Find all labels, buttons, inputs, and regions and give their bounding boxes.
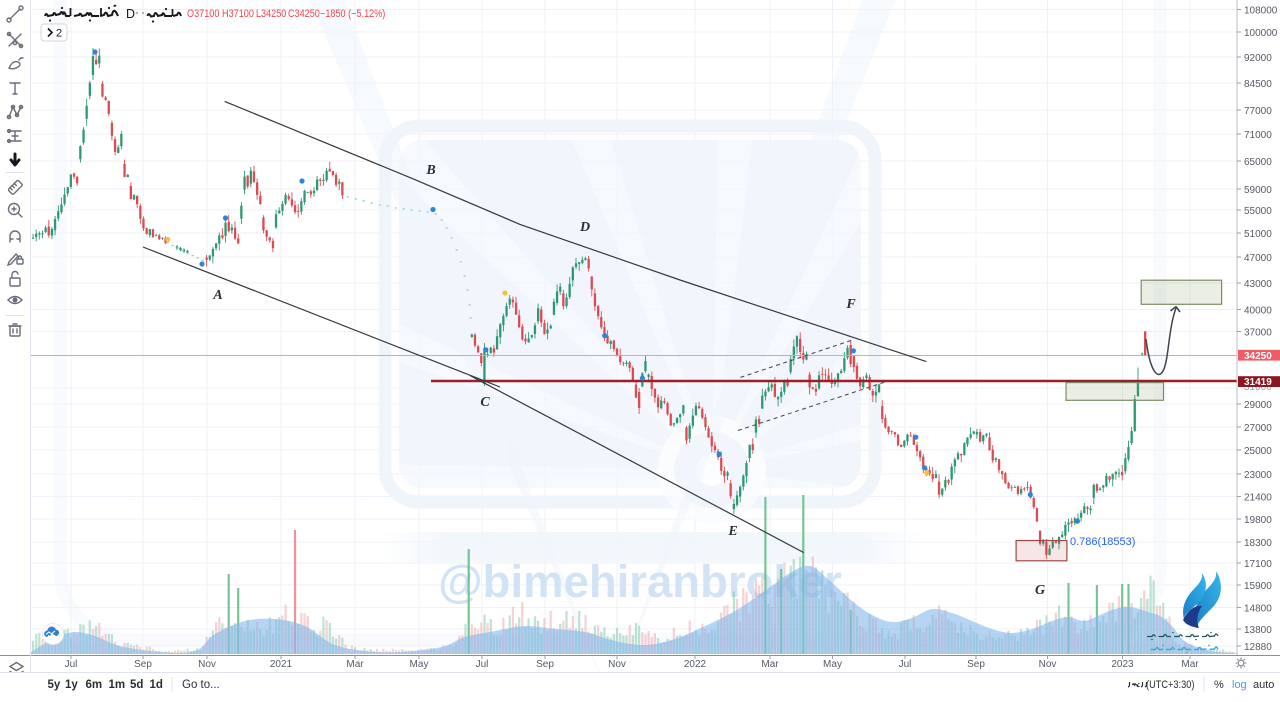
svg-text:A: A: [212, 288, 222, 303]
svg-text:C: C: [480, 395, 490, 410]
svg-text:Nov: Nov: [608, 659, 626, 670]
svg-text:B: B: [425, 163, 435, 178]
svg-text:Nov: Nov: [1039, 659, 1057, 670]
svg-text:Jul: Jul: [65, 659, 78, 670]
svg-text:Jul: Jul: [899, 659, 912, 670]
svg-text:77000: 77000: [1244, 106, 1272, 117]
svg-text:2022: 2022: [684, 659, 707, 670]
svg-text:(UTC+3:30): (UTC+3:30): [1146, 679, 1194, 691]
svg-text:1m: 1m: [109, 679, 126, 691]
svg-text:Nov: Nov: [198, 659, 216, 670]
svg-text:Sep: Sep: [536, 659, 554, 670]
svg-text:31000: 31000: [1244, 382, 1272, 393]
svg-text:84500: 84500: [1244, 79, 1272, 90]
svg-text:May: May: [410, 659, 429, 670]
svg-text:G: G: [1035, 583, 1045, 598]
svg-text:5d: 5d: [130, 679, 143, 691]
svg-text:108000: 108000: [1244, 6, 1278, 17]
svg-text:C34250: C34250: [288, 8, 320, 20]
svg-text:40000: 40000: [1244, 306, 1272, 317]
svg-text:47000: 47000: [1244, 253, 1272, 264]
svg-text:−1850 (−5.12%): −1850 (−5.12%): [320, 8, 385, 20]
svg-text:H37100: H37100: [222, 8, 254, 20]
svg-text:55000: 55000: [1244, 206, 1272, 217]
svg-text:Jul: Jul: [476, 659, 489, 670]
svg-text:59000: 59000: [1244, 185, 1272, 196]
svg-text:25000: 25000: [1244, 446, 1272, 457]
svg-text:2: 2: [56, 28, 62, 40]
svg-text:29000: 29000: [1244, 400, 1272, 411]
svg-text:F: F: [845, 297, 856, 312]
svg-text:0.786(18553): 0.786(18553): [1070, 536, 1135, 548]
svg-text:%: %: [1214, 679, 1224, 691]
svg-text:auto: auto: [1253, 679, 1274, 691]
svg-text:21400: 21400: [1244, 493, 1272, 504]
svg-text:43000: 43000: [1244, 279, 1272, 290]
svg-text:18300: 18300: [1244, 538, 1272, 549]
svg-text:E: E: [727, 524, 737, 539]
svg-text:5y: 5y: [48, 679, 61, 691]
svg-text:31419: 31419: [1244, 377, 1272, 388]
svg-text:2021: 2021: [270, 659, 293, 670]
svg-text:O37100: O37100: [187, 8, 220, 20]
svg-text:15900: 15900: [1244, 581, 1272, 592]
svg-text:Mar: Mar: [1181, 659, 1199, 670]
svg-text:37000: 37000: [1244, 328, 1272, 339]
svg-text:Go to...: Go to...: [182, 679, 220, 691]
svg-text:L34250: L34250: [256, 8, 287, 20]
svg-text:51000: 51000: [1244, 229, 1272, 240]
svg-text:log: log: [1232, 679, 1247, 691]
svg-text:14800: 14800: [1244, 604, 1272, 615]
svg-text:Mar: Mar: [761, 659, 779, 670]
svg-text:65000: 65000: [1244, 157, 1272, 168]
svg-text:May: May: [823, 659, 842, 670]
svg-text:17100: 17100: [1244, 559, 1272, 570]
svg-text:1d: 1d: [150, 679, 163, 691]
svg-text:100000: 100000: [1244, 28, 1278, 39]
svg-text:1y: 1y: [65, 679, 78, 691]
svg-text:19800: 19800: [1244, 515, 1272, 526]
svg-text:D: D: [126, 7, 135, 21]
svg-text:13800: 13800: [1244, 625, 1272, 636]
svg-text:2023: 2023: [1111, 659, 1134, 670]
svg-text:Mar: Mar: [346, 659, 364, 670]
svg-text:34250: 34250: [1244, 351, 1272, 362]
svg-text:Sep: Sep: [134, 659, 152, 670]
svg-text:23000: 23000: [1244, 470, 1272, 481]
svg-text:71000: 71000: [1244, 130, 1272, 141]
svg-text:6m: 6m: [86, 679, 103, 691]
svg-text:12880: 12880: [1244, 642, 1272, 653]
svg-text:Sep: Sep: [967, 659, 985, 670]
svg-text:27000: 27000: [1244, 423, 1272, 434]
svg-text:D: D: [579, 220, 590, 235]
svg-text:92000: 92000: [1244, 53, 1272, 64]
